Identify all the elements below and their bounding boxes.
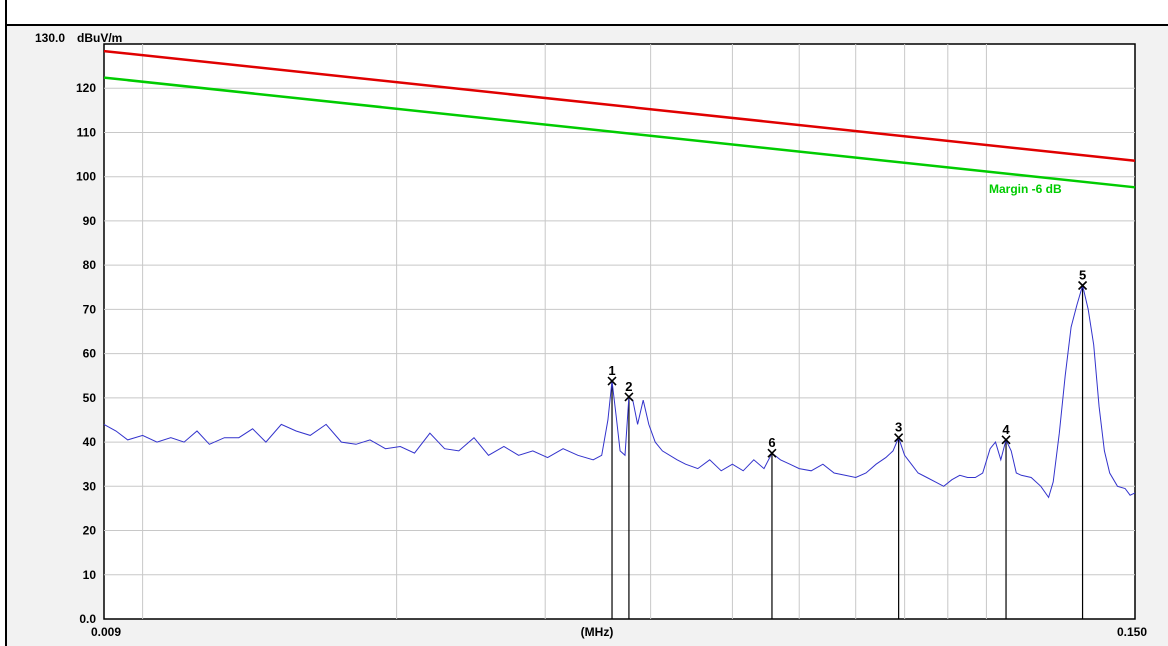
y-tick-label: 100 <box>76 170 96 184</box>
marker-label: 3 <box>895 420 902 435</box>
marker-label: 6 <box>768 435 775 450</box>
marker-x-icon <box>624 392 634 402</box>
marker-glyphs: 12 6 3 4 5 <box>607 268 1088 458</box>
y-tick-label: 60 <box>83 347 97 361</box>
marker-label: 5 <box>1079 268 1086 283</box>
chart-panel: 130.0 120 110 100 90 80 70 60 50 40 30 20 10 0.0 0.00… <box>7 26 1168 646</box>
marker-x-icon <box>767 448 777 458</box>
measurement-trace <box>103 283 1136 499</box>
y-axis-ticks: 130.0 120 110 100 90 80 70 60 50 40 30 20 10 0.0 <box>35 31 96 626</box>
marker-label: 4 <box>1002 422 1010 437</box>
marker-label: 2 <box>625 379 632 394</box>
x-axis-ticks: 0.009 0.150 <box>91 625 1147 639</box>
y-tick-label: 40 <box>83 435 97 449</box>
marker-x-icon <box>1001 435 1011 445</box>
y-tick-label: 70 <box>83 302 97 316</box>
y-axis-unit-label: dBuV/m <box>77 31 122 45</box>
plot-area <box>103 43 1136 620</box>
y-tick-label: 110 <box>77 125 97 139</box>
marker-label: 1 <box>608 363 615 378</box>
marker-x-icon <box>607 376 617 386</box>
emission-chart: 130.0 120 110 100 90 80 70 60 50 40 30 20 10 0.0 0.00… <box>35 31 1147 639</box>
y-tick-label: 30 <box>83 479 97 493</box>
limit-line <box>103 76 1136 189</box>
grid-lines <box>104 44 1135 619</box>
window-left-border <box>5 0 7 646</box>
limit-lines: Margin -6 dB <box>103 49 1136 196</box>
x-tick-label: 0.009 <box>91 625 121 639</box>
y-tick-label: 130.0 <box>35 31 65 45</box>
limit-line <box>103 49 1136 163</box>
y-tick-label: 20 <box>83 524 97 538</box>
y-tick-label: 80 <box>83 258 97 272</box>
y-tick-label: 0.0 <box>79 612 96 626</box>
limit-line-label: Margin -6 dB <box>989 182 1062 196</box>
y-tick-label: 90 <box>83 214 97 228</box>
marker-stems <box>611 285 1084 619</box>
x-axis-unit-label: (MHz) <box>581 625 614 639</box>
x-tick-label: 0.150 <box>1117 625 1147 639</box>
y-tick-label: 50 <box>83 391 97 405</box>
marker-x-icon <box>894 433 904 443</box>
y-tick-label: 10 <box>83 568 97 582</box>
window-top-border <box>5 24 1168 26</box>
y-tick-label: 120 <box>76 81 96 95</box>
marker-x-icon <box>1077 280 1088 291</box>
